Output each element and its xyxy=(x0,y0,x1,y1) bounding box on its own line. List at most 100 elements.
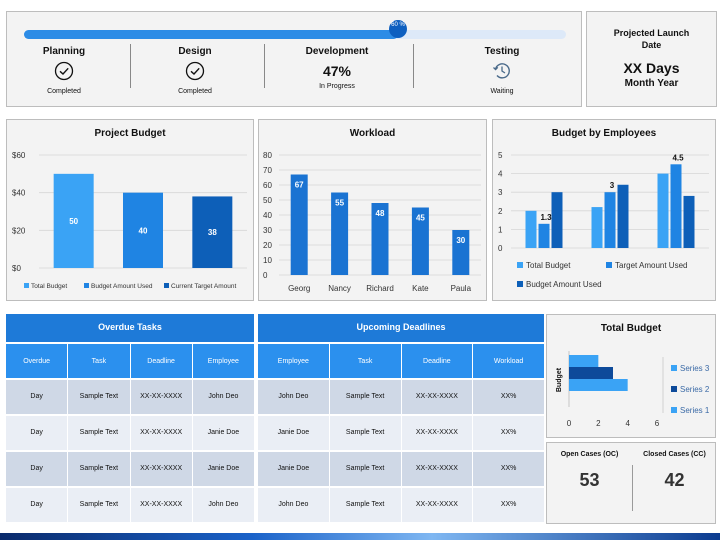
table-cell: Janie Doe xyxy=(207,429,240,436)
bar xyxy=(591,207,603,248)
phase-testing: Testing Waiting xyxy=(447,46,557,95)
y-tick-label: 0 xyxy=(498,244,503,253)
x-tick-label: 0 xyxy=(567,419,572,428)
workload-plot: 0 10 20 30 40 50 60 70 80 67 Georg 55 Nancy 48 Richard… xyxy=(263,151,481,293)
y-tick-label: 2 xyxy=(498,207,503,216)
table-cell: Janie Doe xyxy=(258,452,330,486)
legend-label: Budget Amount Used xyxy=(91,283,153,290)
legend-swatch xyxy=(164,283,169,288)
bar xyxy=(525,210,537,248)
bar xyxy=(683,195,695,248)
x-tick-label: 6 xyxy=(655,419,660,428)
phase-divider xyxy=(130,44,131,88)
workload-chart: Workload 0 10 20 30 40 50 60 70 80 67 Georg 55 Nancy… xyxy=(258,119,487,301)
y-tick-label: $60 xyxy=(12,151,26,160)
y-axis-label: Budget xyxy=(556,367,563,392)
bar-value-label: 50 xyxy=(69,217,78,226)
bar xyxy=(551,192,563,248)
check-circle-icon xyxy=(54,61,74,81)
y-tick-label: 3 xyxy=(498,188,503,197)
table-row: Janie Doe Sample Text XX-XX-XXXX XX% xyxy=(258,414,544,450)
x-tick-label: Paula xyxy=(451,284,472,293)
legend-label: Series 2 xyxy=(680,385,710,394)
phase-name: Development xyxy=(305,46,369,57)
table-cell: XX-XX-XXXX xyxy=(402,380,474,414)
table-cell: XX% xyxy=(500,429,517,436)
y-tick-label: 10 xyxy=(263,256,272,265)
bar xyxy=(411,207,429,275)
column-header: Deadline xyxy=(402,344,474,378)
phase-status: Completed xyxy=(178,88,212,95)
upcoming-deadlines-table: Upcoming Deadlines Employee Task Deadlin… xyxy=(258,314,544,524)
table-row: Janie Doe Sample Text XX-XX-XXXX XX% xyxy=(258,450,544,486)
y-tick-label: 0 xyxy=(263,271,268,280)
bar xyxy=(371,203,389,275)
phase-name: Testing xyxy=(484,46,520,57)
total-budget-chart: Total Budget 0 2 4 6 Budget Series 3 Series 2 S… xyxy=(546,314,716,438)
x-tick-label: Nancy xyxy=(328,284,351,293)
column-header: Task xyxy=(330,344,402,378)
bar-value-label: 38 xyxy=(208,228,217,237)
chart-title: Budget by Employees xyxy=(551,128,657,139)
column-header: Employee xyxy=(258,344,330,378)
table-title: Overdue Tasks xyxy=(6,314,254,342)
launch-month-year: Month Year xyxy=(624,78,679,89)
bar xyxy=(604,192,616,248)
table-cell: Day xyxy=(6,488,69,522)
closed-cases-label: Closed Cases (CC) xyxy=(643,451,706,458)
bar xyxy=(290,174,308,275)
clock-refresh-icon xyxy=(493,63,510,79)
bar-value-label: 45 xyxy=(416,214,425,223)
legend-label: Target Amount Used xyxy=(615,261,687,270)
table-cell: XX-XX-XXXX xyxy=(402,452,474,486)
table-cell: Sample Text xyxy=(330,488,402,522)
x-tick-label: Kate xyxy=(412,284,429,293)
cases-panel: Open Cases (OC) 53 Closed Cases (CC) 42 xyxy=(546,442,716,524)
table-cell: XX% xyxy=(500,465,517,472)
phase-development: Development 47% In Progress xyxy=(282,46,392,90)
table-cell: John Deo xyxy=(258,380,330,414)
bar-value-label: 48 xyxy=(376,209,385,218)
phase-status: Completed xyxy=(47,88,81,95)
project-budget-plot: $0 $20 $40 $60 50 40 38 Total Budget Budget Amou… xyxy=(12,151,247,290)
table-row: John Deo Sample Text XX-XX-XXXX XX% xyxy=(258,378,544,414)
legend-swatch xyxy=(517,262,523,268)
table-row: Day Sample Text XX-XX-XXXX John Deo xyxy=(6,378,254,414)
closed-cases: Closed Cases (CC) 42 xyxy=(632,451,717,491)
phase-planning: Planning Completed xyxy=(9,46,119,95)
table-cell: Sample Text xyxy=(330,380,402,414)
chart-title: Total Budget xyxy=(600,323,662,334)
legend-swatch xyxy=(84,283,89,288)
table-cell: XX% xyxy=(500,501,517,508)
table-cell: Sample Text xyxy=(68,416,131,450)
data-label: 1.3 xyxy=(540,213,552,222)
check-circle-icon xyxy=(185,61,205,81)
y-tick-label: 30 xyxy=(263,226,272,235)
development-percent: 47% xyxy=(322,63,352,79)
legend-swatch xyxy=(671,407,677,413)
bar xyxy=(657,173,669,248)
bar xyxy=(569,379,628,391)
bar xyxy=(569,355,599,367)
table-cell: XX-XX-XXXX xyxy=(131,416,193,450)
bar xyxy=(670,164,682,248)
legend-swatch xyxy=(24,283,29,288)
legend-label: Total Budget xyxy=(31,283,67,290)
table-cell: Day xyxy=(6,452,69,486)
table-cell: Janie Doe xyxy=(258,416,330,450)
bar-value-label: 30 xyxy=(456,236,465,245)
y-tick-label: 20 xyxy=(263,241,272,250)
table-cell: John Deo xyxy=(258,488,330,522)
project-budget-chart: Project Budget $0 $20 $40 $60 50 40 38 Total Bu… xyxy=(6,119,254,301)
bar xyxy=(192,196,233,268)
progress-bar-fill xyxy=(24,30,398,39)
table-row: Day Sample Text XX-XX-XXXX Janie Doe xyxy=(6,414,254,450)
table-cell: Sample Text xyxy=(68,452,131,486)
table-cell: Sample Text xyxy=(68,380,131,414)
bar xyxy=(331,192,349,275)
data-label: 4.5 xyxy=(672,153,684,162)
projected-launch-panel: Projected Launch Date XX Days Month Year xyxy=(586,11,717,107)
legend-label: Series 1 xyxy=(680,406,710,415)
chart-title: Project Budget xyxy=(94,128,166,139)
open-cases-value: 53 xyxy=(579,470,600,490)
